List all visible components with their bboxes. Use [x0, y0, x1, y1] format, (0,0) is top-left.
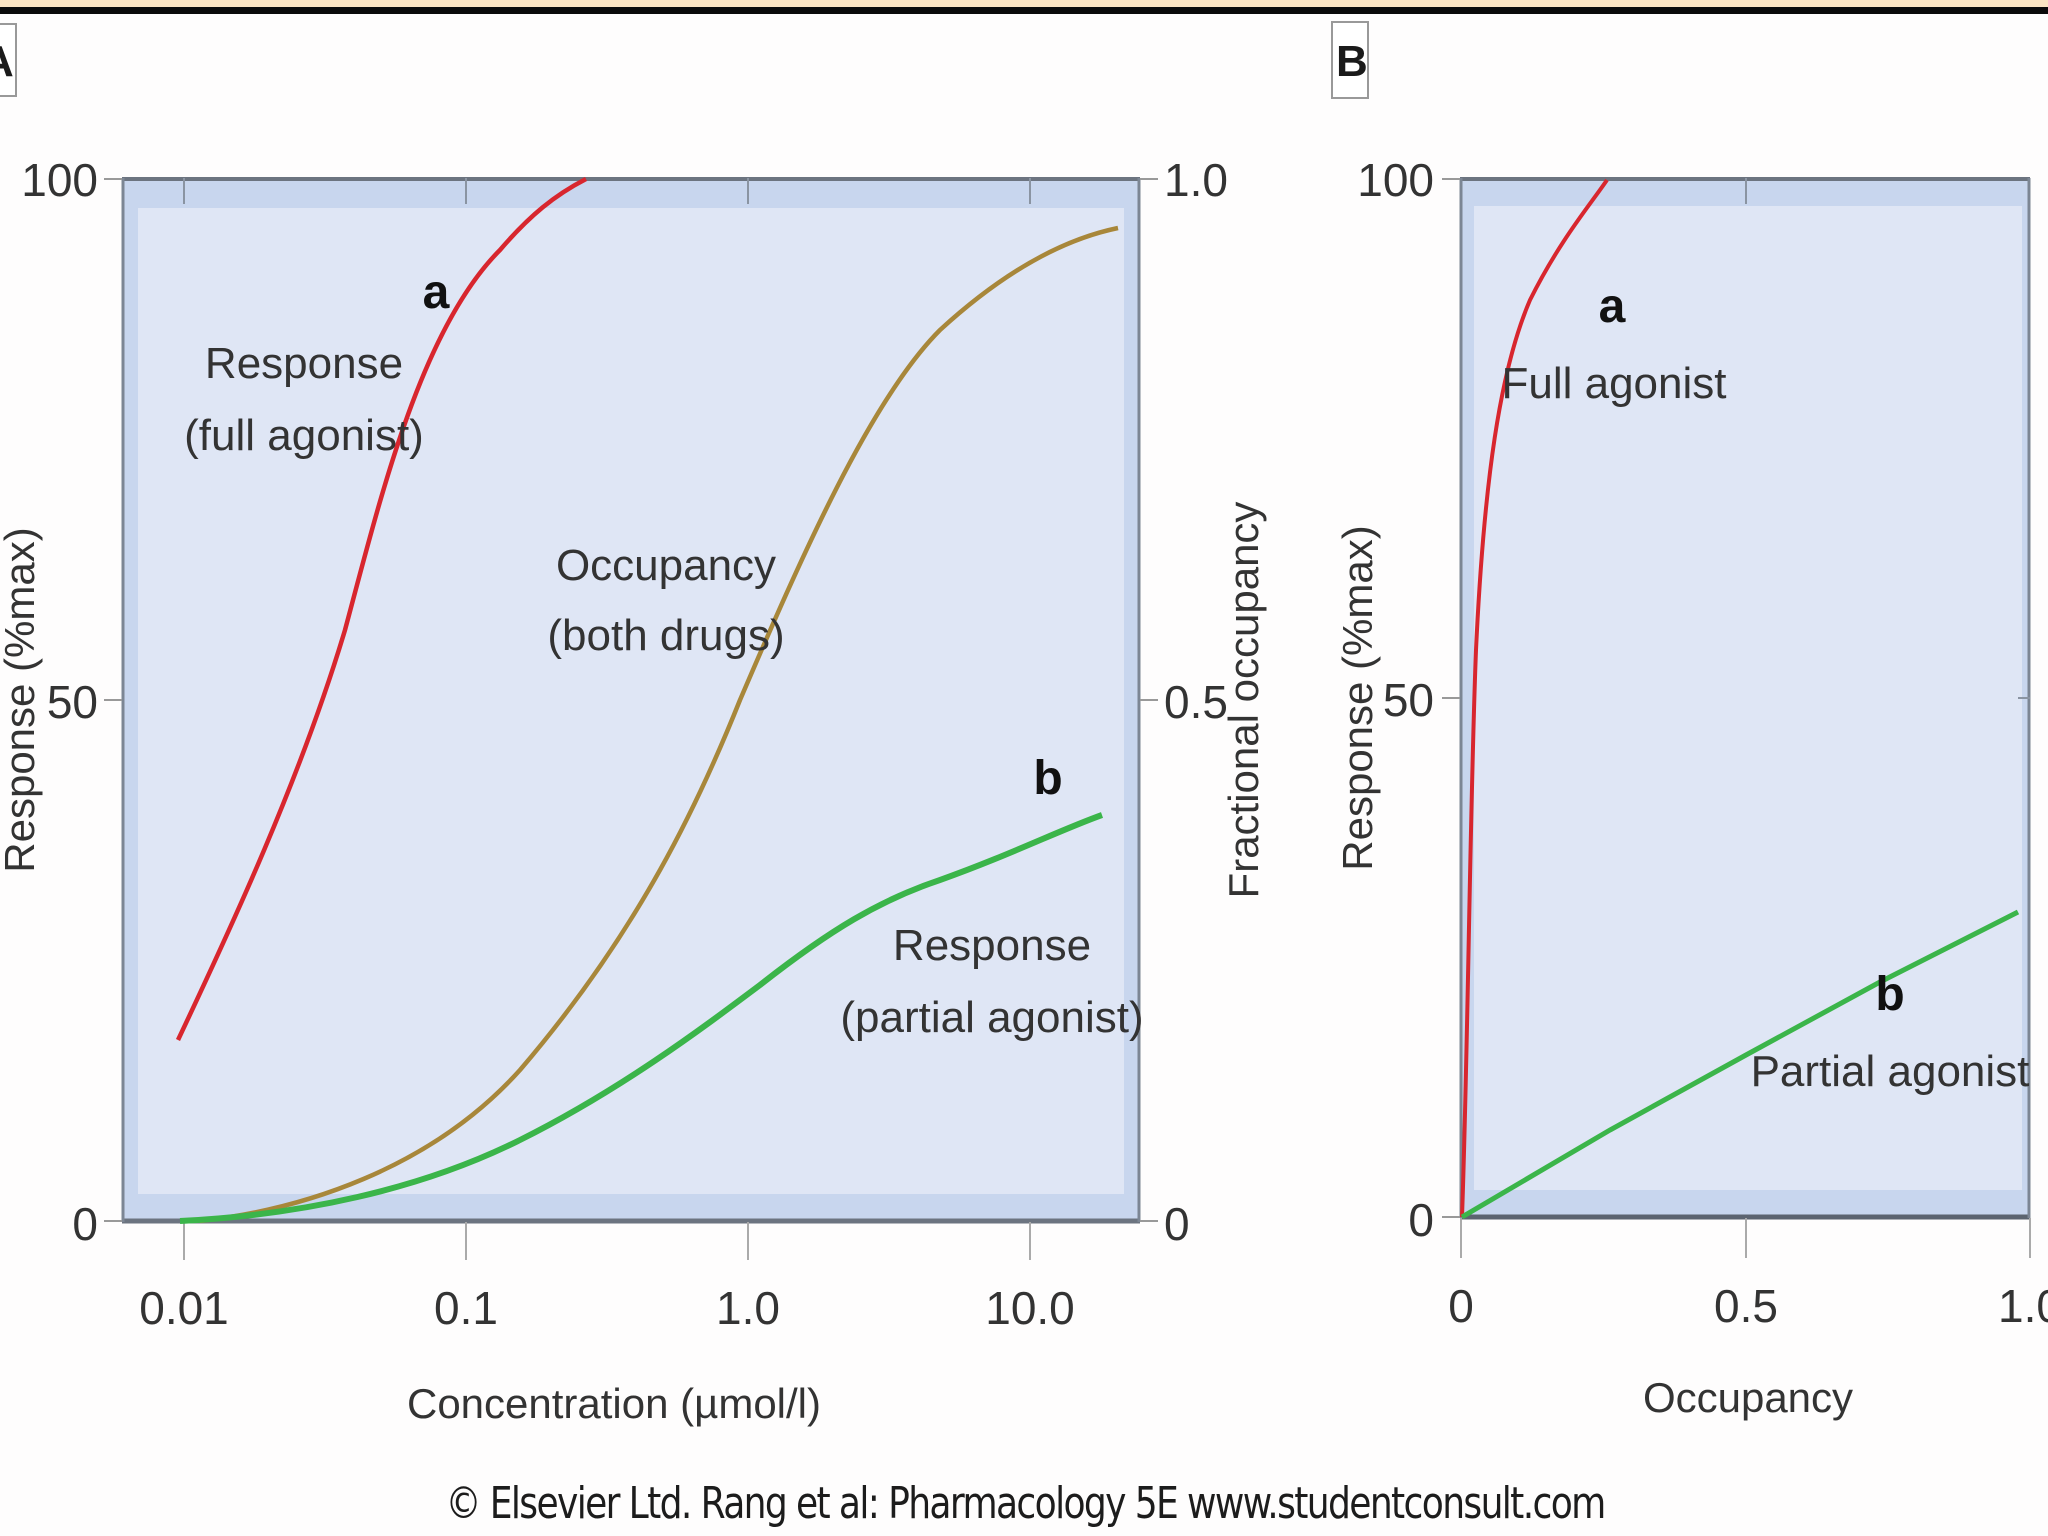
panel-a-partial-agonist-label-2: (partial agonist) [840, 993, 1143, 1042]
panel-a: A 100 50 0 1.0 0.5 0 0.01 0.1 1.0 [0, 23, 1267, 1427]
panel-b-label: B [1336, 37, 1368, 86]
panel-b-y-tick-100: 100 [1357, 154, 1434, 206]
panel-a-label: A [0, 37, 14, 86]
panel-b-partial-agonist-curve [1460, 909, 2020, 1220]
panel-b-y-title: Response (%max) [1334, 525, 1381, 870]
panel-b-label-box [1331, 21, 1369, 99]
panel-a-x-tick-1.0: 1.0 [716, 1282, 780, 1334]
panel-a-x-title: Concentration (µmol/l) [407, 1380, 821, 1427]
panel-a-label-a: a [423, 266, 450, 319]
panel-b-x-tick-0.5: 0.5 [1714, 1280, 1778, 1332]
panel-a-label-b: b [1033, 752, 1062, 805]
panel-b-y-tick-50: 50 [1383, 674, 1434, 726]
panel-b-label-a: a [1599, 280, 1626, 333]
panel-b-plot-area [1474, 206, 2022, 1190]
panel-a-x-tick-0.1: 0.1 [434, 1282, 498, 1334]
panel-a-y-right-tick-05: 0.5 [1164, 676, 1228, 728]
panel-a-y-tick-0: 0 [72, 1198, 98, 1250]
panel-b-full-agonist-label: Full agonist [1501, 359, 1726, 408]
panel-a-y-tick-50: 50 [47, 676, 98, 728]
panel-b-x-tick-1.0: 1.0 [1998, 1280, 2048, 1332]
panel-a-label-box [0, 23, 17, 97]
panel-a-full-agonist-label-1: Response [205, 339, 403, 388]
panel-a-y-right-tick-1: 1.0 [1164, 154, 1228, 206]
panel-a-partial-agonist-label-1: Response [893, 921, 1091, 970]
top-highlight-strip [0, 0, 2048, 7]
panel-a-x-tick-10.0: 10.0 [985, 1282, 1075, 1334]
panel-a-occupancy-label-1: Occupancy [556, 541, 776, 590]
copyright-credit: © Elsevier Ltd. Rang et al: Pharmacology… [445, 1478, 1606, 1529]
panel-a-plot-area [138, 208, 1124, 1194]
panel-a-occupancy-label-2: (both drugs) [547, 611, 784, 660]
panel-b-label-b: b [1875, 968, 1904, 1021]
panel-a-y-right-tick-0: 0 [1164, 1198, 1190, 1250]
panel-b-y-tick-0: 0 [1408, 1194, 1434, 1246]
panel-b: B 100 50 0 0 0.5 1.0 Occupancy Response … [1331, 21, 2048, 1421]
panel-a-y-left-title: Response (%max) [0, 527, 43, 872]
panel-a-y-tick-100: 100 [21, 154, 98, 206]
panel-b-x-title: Occupancy [1643, 1374, 1853, 1421]
panel-a-full-agonist-curve [175, 177, 588, 1041]
panel-b-x-tick-0: 0 [1448, 1280, 1474, 1332]
panel-a-x-tick-0.01: 0.01 [139, 1282, 229, 1334]
panel-a-occupancy-curve [199, 225, 1119, 1224]
panel-a-y-right-title: Fractional occupancy [1220, 502, 1267, 899]
panel-a-full-agonist-label-2: (full agonist) [184, 411, 424, 460]
panel-b-full-agonist-curve [1460, 178, 1609, 1218]
top-border [0, 7, 2048, 14]
panel-b-partial-agonist-label: Partial agonist [1751, 1047, 2030, 1096]
panel-a-partial-agonist-curve [179, 812, 1104, 1224]
